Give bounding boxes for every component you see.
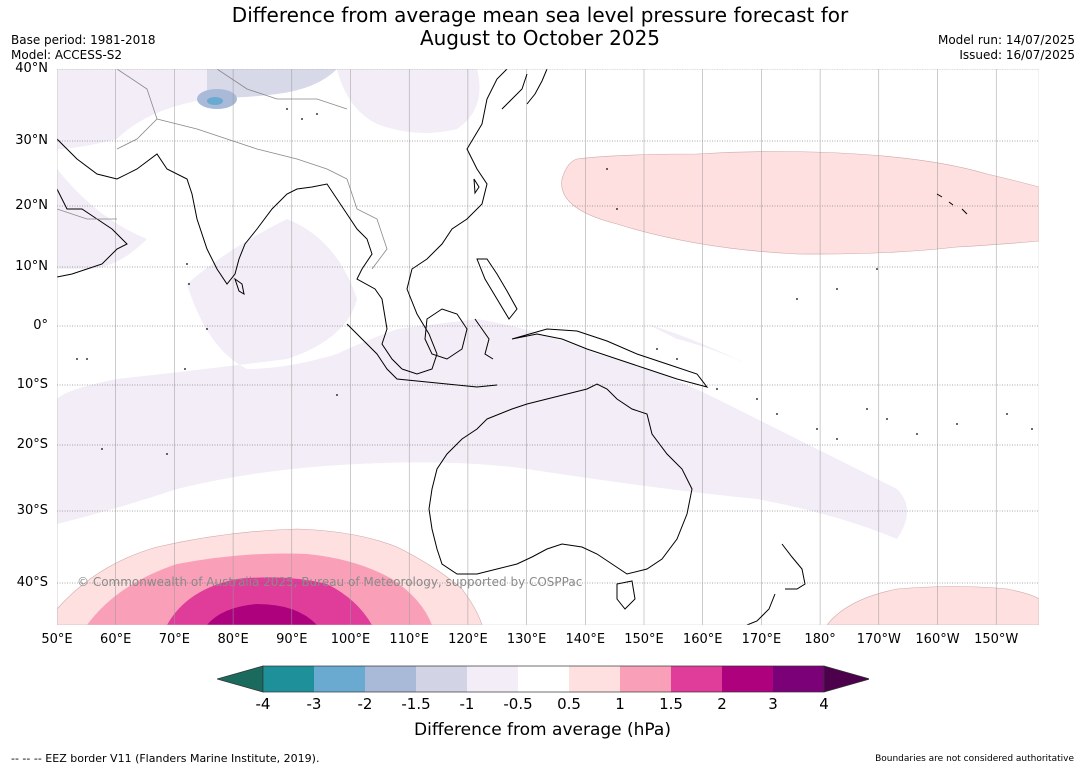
colorbar-extend-high	[823, 665, 869, 693]
east-asia-coast	[401, 69, 508, 375]
arabia-outline	[57, 188, 128, 278]
anomaly-blue-spot	[197, 89, 237, 109]
eez-legend: -- -- -- EEZ border V11 (Flanders Marine…	[11, 752, 320, 765]
model-name: Model: ACCESS-S2	[11, 48, 123, 62]
boundaries-disclaimer: Boundaries are not considered authoritat…	[875, 754, 1074, 764]
colorbar-cell	[671, 666, 722, 692]
sulawesi-outline	[474, 318, 494, 360]
lat-label: 10°S	[16, 377, 48, 392]
taiwan-outline	[473, 178, 480, 195]
colorbar-cell	[518, 666, 569, 692]
lon-label: 70°E	[158, 632, 191, 647]
base-period: Base period: 1981-2018	[11, 33, 156, 47]
colorbar-tick-label: 1.5	[659, 695, 683, 713]
small-islands	[76, 108, 1033, 455]
colorbar-cell	[314, 666, 365, 692]
lon-label: 100°E	[330, 632, 371, 647]
philippines-outline	[476, 258, 518, 320]
colorbar-tick-label: -4	[255, 695, 271, 713]
title-line-1: Difference from average mean sea level p…	[231, 3, 849, 27]
lon-label: 110°E	[389, 632, 429, 647]
colorbar-tick-label: 0.5	[557, 695, 581, 713]
lon-label: 130°E	[506, 632, 547, 647]
lat-label: 30°N	[15, 133, 48, 148]
lon-label: 140°E	[565, 632, 606, 647]
colorbar-cell	[365, 666, 416, 692]
lon-label: 170°E	[741, 632, 782, 647]
colorbar-cell	[722, 666, 773, 692]
lon-label: 170°W	[856, 632, 901, 647]
lon-label: 180°	[804, 632, 836, 647]
lon-label: 60°E	[100, 632, 132, 647]
colorbar-extend-low	[217, 665, 264, 693]
anomaly-negative-shading	[57, 69, 907, 539]
land-outlines	[57, 69, 968, 625]
colorbar-cell	[416, 666, 467, 692]
colorbar-title: Difference from average (hPa)	[414, 720, 671, 740]
lon-label: 80°E	[217, 632, 249, 647]
colorbar-tick-label: 1	[615, 695, 625, 713]
issued-date: Issued: 16/07/2025	[959, 48, 1075, 62]
lon-label: 150°E	[624, 632, 664, 647]
sumatra-java-outline	[346, 323, 498, 388]
model-run: Model run: 14/07/2025	[937, 33, 1075, 47]
colorbar-cell	[620, 666, 671, 692]
hawaii-outline	[936, 193, 968, 215]
colorbar-tick-label: -1.5	[401, 695, 431, 713]
colorbar-tick-label: 2	[717, 695, 727, 713]
anomaly-positive-south-indian	[57, 528, 483, 625]
anomaly-positive-south-pacific	[826, 586, 1039, 625]
lon-label: 160°W	[915, 632, 960, 647]
colorbar-cell	[569, 666, 620, 692]
graticule-lines	[57, 69, 1039, 625]
meta-left: Base period: 1981-2018 Model: ACCESS-S2	[11, 33, 156, 63]
meta-right: Model run: 14/07/2025 Issued: 16/07/2025	[938, 33, 1075, 63]
colorbar-tick-label: -3	[306, 695, 322, 713]
korea-japan-outline	[501, 69, 548, 110]
colorbar-cell	[467, 666, 518, 692]
colorbar-frame	[262, 665, 825, 693]
colorbar-tick-label: 3	[768, 695, 778, 713]
colorbar-cell	[773, 666, 824, 692]
lon-label: 150°W	[974, 632, 1019, 647]
lon-label: 50°E	[41, 632, 73, 647]
lat-label: 20°N	[15, 198, 48, 213]
lat-label: 40°N	[15, 61, 48, 76]
new-guinea-outline	[511, 328, 709, 388]
lat-label: 30°S	[16, 503, 48, 518]
map-panel: © Commonwealth of Australia 2025, Bureau…	[57, 69, 1039, 625]
colorbar	[217, 665, 869, 693]
colorbar-cell	[263, 666, 314, 692]
lat-label: 0°	[33, 318, 48, 333]
lat-label: 40°S	[16, 575, 48, 590]
indian-subcontinent-outline	[57, 138, 403, 370]
lat-label: 20°S	[16, 437, 48, 452]
new-zealand-outline	[746, 543, 806, 625]
australia-outline	[428, 383, 693, 575]
lon-label: 160°E	[682, 632, 723, 647]
anomaly-gray-region	[207, 69, 337, 98]
colorbar-tick-label: -2	[357, 695, 373, 713]
sri-lanka-outline	[234, 277, 245, 296]
map-title: Difference from average mean sea level p…	[170, 4, 910, 50]
borneo-outline	[424, 308, 468, 360]
colorbar-tick-label: -1	[459, 695, 475, 713]
lon-label: 90°E	[276, 632, 308, 647]
lon-label: 120°E	[448, 632, 488, 647]
lat-label: 10°N	[15, 259, 48, 274]
colorbar-cells	[217, 665, 869, 693]
colorbar-tick-label: 4	[819, 695, 829, 713]
tasmania-outline	[616, 580, 636, 610]
country-borders	[57, 69, 388, 270]
colorbar-tick-label: -0.5	[503, 695, 533, 713]
title-line-2: August to October 2025	[419, 26, 661, 50]
anomaly-positive-north-pacific	[561, 151, 1039, 255]
copyright-notice: © Commonwealth of Australia 2025, Bureau…	[77, 575, 582, 589]
